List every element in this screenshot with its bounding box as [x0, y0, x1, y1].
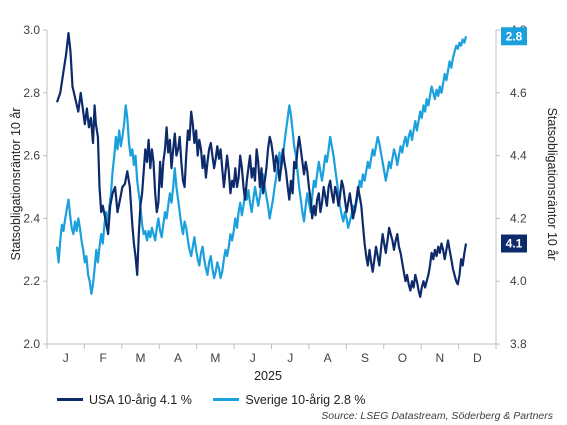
right-tick-label: 4.2	[510, 211, 527, 225]
right-tick-label: 4.0	[510, 274, 527, 288]
left-tick-label: 2.8	[23, 86, 40, 100]
left-tick-label: 2.6	[23, 149, 40, 163]
x-tick-label: J	[63, 351, 69, 365]
x-tick-label: O	[398, 351, 407, 365]
x-tick-label: D	[473, 351, 482, 365]
right-tick-label: 3.8	[510, 337, 527, 351]
series-line-sverige	[55, 36, 468, 295]
x-tick-label: A	[324, 351, 332, 365]
end-value-badges: 4.1 2.8	[501, 27, 527, 253]
series-layer	[55, 32, 468, 298]
legend-label-sverige: Sverige 10-årig 2.8 %	[245, 392, 366, 407]
left-tick-label: 3.0	[23, 23, 40, 37]
series-line-usa	[55, 32, 468, 298]
left-tick-label: 2.2	[23, 274, 40, 288]
end-badge-sverige	[501, 27, 527, 46]
legend: USA 10-årig 4.1 % Sverige 10-årig 2.8 %	[57, 390, 384, 407]
x-axis-title: 2025	[254, 369, 282, 383]
source-note: Source: LSEG Datastream, Söderberg & Par…	[321, 410, 553, 422]
x-tick-label: S	[361, 351, 369, 365]
end-badge-label-sverige: 2.8	[506, 29, 523, 43]
legend-swatch-usa	[57, 398, 83, 401]
legend-item-sverige: Sverige 10-årig 2.8 %	[213, 392, 366, 407]
legend-swatch-sverige	[213, 398, 240, 401]
left-axis-title: Statsobligationsräntor 10 år	[9, 108, 23, 261]
right-axis-title: Statsobligationsräntor 10 år	[545, 108, 559, 261]
right-tick-label: 4.6	[510, 86, 527, 100]
x-tick-label: J	[287, 351, 293, 365]
x-tick-label: J	[250, 351, 256, 365]
legend-label-usa: USA 10-årig 4.1 %	[89, 392, 192, 407]
x-tick-label: M	[210, 351, 220, 365]
x-tick-label: A	[174, 351, 182, 365]
end-badge-usa	[501, 234, 527, 253]
end-badge-label-usa: 4.1	[506, 237, 523, 251]
right-axis-ticks: 3.84.04.24.44.64.8	[496, 23, 527, 351]
x-tick-label: M	[136, 351, 146, 365]
left-axis-ticks: 2.0 2.2 2.4 2.6 2.8 3.0	[23, 23, 47, 351]
x-tick-label: F	[99, 351, 106, 365]
left-tick-label: 2.4	[23, 211, 40, 225]
x-tick-label: N	[436, 351, 445, 365]
left-tick-label: 2.0	[23, 337, 40, 351]
legend-item-usa: USA 10-årig 4.1 %	[57, 393, 192, 407]
right-tick-label: 4.4	[510, 149, 527, 163]
